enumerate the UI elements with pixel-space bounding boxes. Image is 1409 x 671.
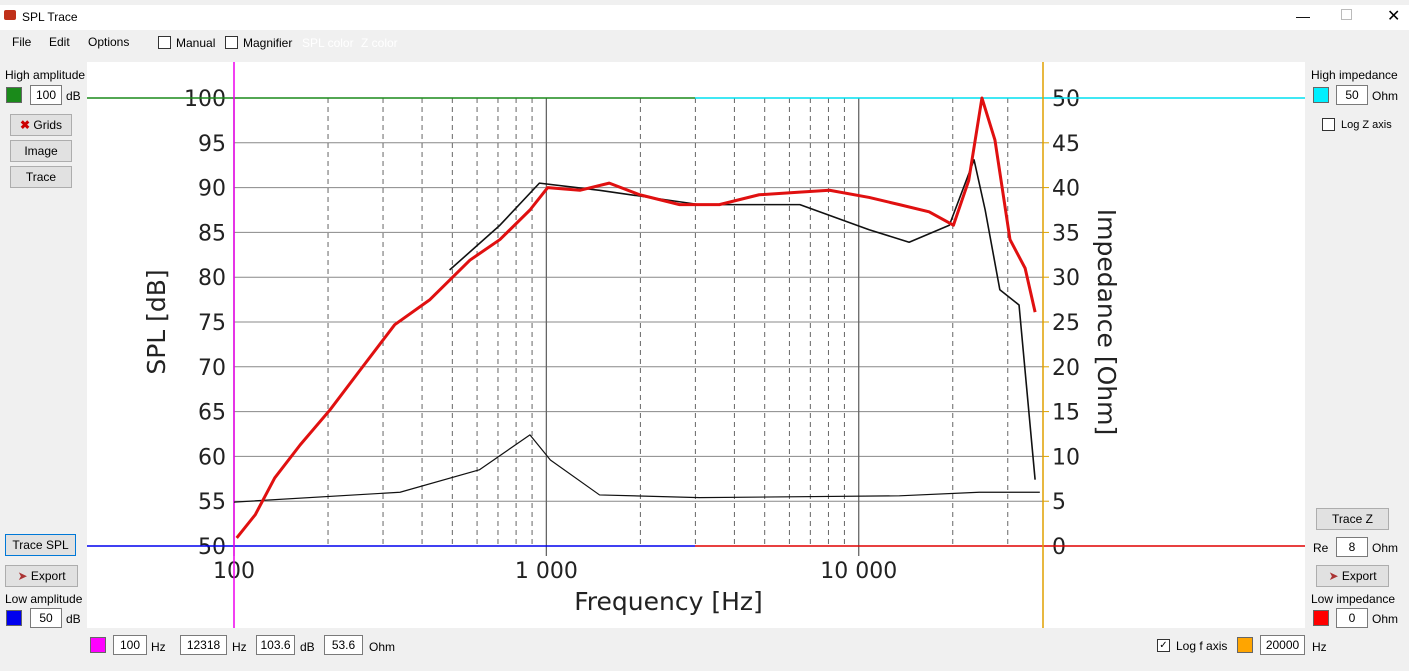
y2-tick-label: 10 bbox=[1052, 445, 1080, 470]
x-tick-label: 1 000 bbox=[515, 559, 578, 584]
readout: 103.6 bbox=[256, 635, 295, 655]
button[interactable]: Trace Z bbox=[1316, 508, 1389, 530]
close[interactable]: ✕ bbox=[1387, 8, 1401, 25]
button[interactable]: Trace SPL bbox=[5, 534, 76, 556]
y-tick-label: 75 bbox=[198, 311, 226, 336]
y2-tick-label: 0 bbox=[1052, 535, 1066, 560]
y-tick-label: 50 bbox=[198, 535, 226, 560]
y2-tick-label: 25 bbox=[1052, 311, 1080, 336]
y-tick-label: 85 bbox=[198, 221, 226, 246]
color-swatch[interactable] bbox=[6, 610, 22, 626]
button-label: Export bbox=[1341, 569, 1377, 583]
button-label: Export bbox=[30, 569, 66, 583]
unit: dB bbox=[300, 640, 315, 654]
y2-tick-label: 15 bbox=[1052, 401, 1080, 426]
label: Log Z axis bbox=[1341, 119, 1392, 131]
app-icon bbox=[4, 10, 16, 20]
y-axis-label: SPL [dB] bbox=[142, 269, 171, 374]
y2-tick-label: 50 bbox=[1052, 87, 1080, 112]
y-tick-label: 90 bbox=[198, 177, 226, 202]
unit: Ohm bbox=[1372, 89, 1399, 103]
y-tick-label: 55 bbox=[198, 490, 226, 515]
y-tick-label: 65 bbox=[198, 401, 226, 426]
input[interactable]: 100 bbox=[30, 85, 62, 105]
y-tick-label: 60 bbox=[198, 445, 226, 470]
button[interactable]: SPL color bbox=[302, 36, 354, 50]
color-swatch[interactable] bbox=[90, 637, 106, 653]
button-label: Trace bbox=[25, 170, 57, 184]
unit: Ohm bbox=[1372, 541, 1399, 555]
button[interactable]: ➤ Export bbox=[5, 565, 78, 587]
y-tick-label: 80 bbox=[198, 266, 226, 291]
button[interactable]: Trace bbox=[10, 166, 72, 188]
readout: 12318 bbox=[180, 635, 227, 655]
y-tick-label: 95 bbox=[198, 132, 226, 157]
input[interactable]: 0 bbox=[1336, 608, 1368, 628]
readout: 53.6 bbox=[324, 635, 363, 655]
label: High amplitude bbox=[5, 68, 86, 82]
input[interactable]: 50 bbox=[30, 608, 62, 628]
menu-item[interactable]: Edit bbox=[49, 35, 70, 49]
y2-tick-label: 30 bbox=[1052, 266, 1080, 291]
unit: Ohm bbox=[369, 640, 396, 654]
window-title: SPL Trace bbox=[22, 10, 78, 24]
input[interactable]: 50 bbox=[1336, 85, 1368, 105]
label: High impedance bbox=[1311, 68, 1398, 82]
x-axis-label: Frequency [Hz] bbox=[574, 587, 763, 616]
checkbox[interactable] bbox=[1322, 118, 1335, 131]
y2-tick-label: 45 bbox=[1052, 132, 1080, 157]
unit: Hz bbox=[232, 640, 247, 654]
unit: Hz bbox=[151, 640, 166, 654]
checkbox[interactable]: ✓ bbox=[1157, 639, 1170, 652]
input[interactable]: 8 bbox=[1336, 537, 1368, 557]
input[interactable]: 20000 bbox=[1260, 635, 1305, 655]
label: Magnifier bbox=[243, 36, 293, 50]
input[interactable]: 100 bbox=[113, 635, 147, 655]
y-tick-label: 70 bbox=[198, 356, 226, 381]
y2-tick-label: 40 bbox=[1052, 177, 1080, 202]
color-swatch[interactable] bbox=[1237, 637, 1253, 653]
color-swatch[interactable] bbox=[1313, 610, 1329, 626]
y2-tick-label: 5 bbox=[1052, 490, 1066, 515]
button-label: Image bbox=[24, 144, 58, 158]
x-tick-label: 10 000 bbox=[820, 559, 897, 584]
color-swatch[interactable] bbox=[6, 87, 22, 103]
color-swatch[interactable] bbox=[1313, 87, 1329, 103]
trace-line bbox=[233, 434, 1040, 503]
label: Low amplitude bbox=[5, 592, 83, 606]
checkbox[interactable] bbox=[158, 36, 171, 49]
menu-item[interactable]: Options bbox=[88, 35, 130, 49]
label: Low impedance bbox=[1311, 592, 1396, 606]
menu-item[interactable]: File bbox=[12, 35, 32, 49]
button[interactable]: Z color bbox=[361, 36, 398, 50]
button[interactable]: ✖ Grids bbox=[10, 114, 72, 136]
y2-tick-label: 35 bbox=[1052, 221, 1080, 246]
label: Log f axis bbox=[1176, 639, 1228, 653]
button-label: Grids bbox=[33, 118, 63, 132]
label: Re bbox=[1313, 541, 1329, 555]
unit: Ohm bbox=[1372, 612, 1399, 626]
unit: dB bbox=[66, 89, 81, 103]
maximize[interactable] bbox=[1341, 9, 1352, 20]
trace-line bbox=[235, 96, 1037, 539]
y2-tick-label: 20 bbox=[1052, 356, 1080, 381]
button[interactable]: ➤ Export bbox=[1316, 565, 1389, 587]
minimize[interactable]: — bbox=[1296, 8, 1310, 24]
unit: dB bbox=[66, 612, 81, 626]
trace-line bbox=[449, 159, 1036, 480]
unit: Hz bbox=[1312, 640, 1327, 654]
label: Manual bbox=[176, 36, 216, 50]
title-bar bbox=[0, 5, 1409, 30]
button[interactable]: Image bbox=[10, 140, 72, 162]
y2-axis-label: Impedance [Ohm] bbox=[1092, 209, 1121, 435]
plot-image bbox=[87, 62, 1305, 628]
y-tick-label: 100 bbox=[184, 87, 226, 112]
checkbox[interactable] bbox=[225, 36, 238, 49]
